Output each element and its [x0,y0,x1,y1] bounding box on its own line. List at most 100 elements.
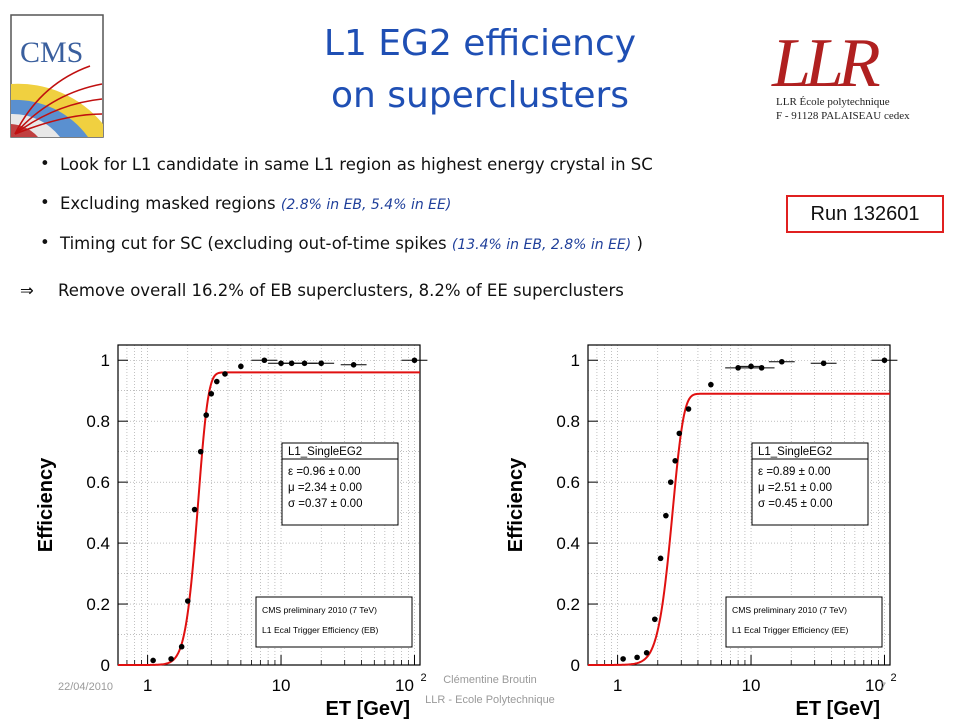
data-point [197,448,204,455]
data-point [672,458,678,464]
x-axis-label: ET [GeV] [796,698,880,720]
fit-legend-box [751,442,869,526]
bullet-note: (13.4% in EB, 2.8% in EE) [451,237,632,253]
fit-legend-line: σ =0.37 ± 0.00 [288,498,362,510]
data-point [318,360,325,367]
x-tick-label-exponent: 2 [420,672,426,684]
data-point [301,360,308,367]
fit-legend-title: L1_SingleEG2 [758,446,832,458]
conclusion-line: ⇒ Remove overall 16.2% of EB supercluster… [20,281,624,300]
fit-legend-line: σ =0.45 ± 0.00 [758,498,832,510]
bullet-note: (2.8% in EB, 5.4% in EE) [280,197,452,213]
x-tick-label: 10 [395,676,414,695]
x-tick-label: 10 [742,676,761,695]
y-tick-label: 0 [101,656,110,675]
y-tick-label: 0.4 [86,534,110,553]
efficiency-plot-eb: 0 0.2 0.4 0.6 0.8 1 1 10 10 2 Efficiency ET [GeV] L1… [30,335,430,720]
data-point [238,363,244,370]
data-point [411,357,418,364]
plot-frame [587,344,891,666]
title-line-2: on superclusters [330,75,630,116]
bullet-dot: • [40,193,50,212]
llr-address-line1: LLR École polytechnique [776,96,890,108]
plot-frame [117,344,421,666]
bullet-suffix: ) [631,234,643,253]
plot-caption: CMS preliminary 2010 (7 TeV) L1 Ecal Trig… [725,596,883,648]
data-point [222,371,228,377]
data-point [778,358,785,365]
fit-legend: L1_SingleEG2 ε =0.96 ± 0.00 μ =2.34 ± 0.00… [281,442,399,526]
llr-logo-text: LLR [771,25,880,98]
y-tick-label: 1 [571,351,580,370]
fit-legend-box [281,442,399,526]
bullet-text: Timing cut for SC (excluding out-of-time… [60,234,643,253]
x-tick-label-exponent: 2 [890,672,896,684]
fit-legend-line: ε =0.89 ± 0.00 [758,466,831,478]
conclusion-text: Remove overall 16.2% of EB superclusters… [58,281,624,300]
data-point [820,360,827,367]
implies-arrow-icon: ⇒ [20,281,34,300]
bullet-dot: • [40,233,50,252]
data-point [203,412,210,418]
data-point [643,650,650,656]
efficiency-plot-ee: 0 0.2 0.4 0.6 0.8 1 1 10 10 2 Efficiency ET [GeV] L1… [500,335,900,720]
plot-caption-line: L1 Ecal Trigger Efficiency (EB) [262,625,379,635]
data-point [150,657,156,664]
bullet-text: Excluding masked regions (2.8% in EB, 5.… [60,194,451,213]
run-number-box: Run 132601 [786,195,944,233]
y-tick-label: 0.2 [86,595,110,614]
footer-author-affiliation: LLR - Ecole Polytechnique [425,694,555,706]
plot-caption-box [255,596,413,648]
llr-address-line2: F - 91128 PALAISEAU cedex [776,110,910,122]
footer-page-number: 7 [880,681,887,693]
cms-logo: CMS [10,14,104,138]
footer-author: Clémentine Broutin LLR - Ecole Polytechn… [380,670,600,710]
x-tick-label: 1 [143,676,152,695]
plot-caption-line: CMS preliminary 2010 (7 TeV) [732,605,847,615]
data-point [191,506,198,513]
fit-legend-line: μ =2.51 ± 0.00 [758,482,832,494]
plot-caption-line: CMS preliminary 2010 (7 TeV) [262,605,377,615]
data-point [667,479,674,485]
fit-legend-title: L1_SingleEG2 [288,446,362,458]
bullet-main-text: Excluding masked regions [60,194,281,213]
bullet-dot: • [40,154,50,173]
y-tick-label: 1 [101,351,110,370]
y-tick-label: 0.8 [86,412,110,431]
efficiency-plot-ee-svg: 0 0.2 0.4 0.6 0.8 1 1 10 10 2 Efficiency ET [GeV] L1… [505,344,898,720]
data-point [881,357,888,364]
data-point [651,616,658,623]
fit-legend: L1_SingleEG2 ε =0.89 ± 0.00 μ =2.51 ± 0.00… [751,442,869,526]
plot-caption-line: L1 Ecal Trigger Efficiency (EE) [732,625,849,635]
y-tick-label: 0.4 [556,534,580,553]
y-tick-label: 0.6 [86,473,110,492]
fit-legend-line: ε =0.96 ± 0.00 [288,466,361,478]
efficiency-plot-eb-svg: 0 0.2 0.4 0.6 0.8 1 1 10 10 2 Efficiency ET [GeV] L1… [35,344,428,720]
y-axis-label: Efficiency [505,457,527,552]
bullet-main-text: Timing cut for SC (excluding out-of-time… [60,234,452,253]
plot-caption: CMS preliminary 2010 (7 TeV) L1 Ecal Trig… [255,596,413,648]
data-point [634,654,640,661]
data-point [685,406,692,412]
y-tick-label: 0.2 [556,595,580,614]
fit-legend-line: μ =2.34 ± 0.00 [288,482,362,494]
x-tick-label: 1 [613,676,622,695]
title-line-1: L1 EG2 efficiency [323,23,637,64]
y-tick-label: 0 [571,656,580,675]
x-tick-label: 10 [865,676,884,695]
data-point [350,362,357,368]
data-point [261,357,268,364]
data-point [620,656,626,662]
y-tick-label: 0.6 [556,473,580,492]
fit-curve [118,371,420,666]
x-axis-label: ET [GeV] [326,698,410,720]
data-point [708,381,714,388]
data-point [676,430,683,437]
plot-caption-box [725,596,883,648]
llr-logo: LLR [771,25,886,98]
data-point [178,643,185,650]
slide-title: L1 EG2 efficiency on superclusters [200,18,760,122]
data-point [657,555,664,562]
data-point [184,598,191,604]
data-point [208,390,215,397]
